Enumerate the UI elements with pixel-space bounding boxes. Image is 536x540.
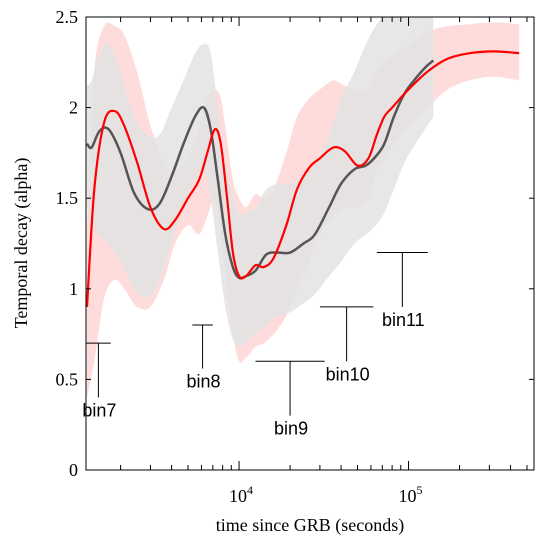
y-tick-label: 1.5 — [56, 188, 79, 208]
y-tick-label: 0.5 — [56, 369, 79, 389]
axis-ticks: 0 0.5 1 1.5 2 2.5 104 105 — [56, 7, 534, 506]
series-line-1 — [85, 50, 520, 307]
bin-label-bin9: bin9 — [274, 419, 308, 439]
y-tick-label: 0 — [69, 460, 78, 480]
x-axis-label: time since GRB (seconds) — [216, 515, 404, 536]
x-tick-label: 105 — [399, 483, 423, 506]
y-tick-label: 1 — [69, 279, 78, 299]
x-tick-label: 104 — [229, 483, 253, 506]
bin-annotations: bin7 bin8 bin9 bin10 bin11 — [82, 252, 428, 439]
y-tick-label: 2.5 — [56, 7, 79, 27]
bin-label-bin10: bin10 — [326, 364, 370, 384]
series-lines — [85, 50, 520, 307]
y-tick-label: 2 — [69, 98, 78, 118]
plot-frame — [85, 16, 535, 471]
y-axis-label: Temporal decay (alpha) — [11, 158, 32, 329]
bin-label-bin11: bin11 — [382, 310, 425, 330]
bin-label-bin8: bin8 — [187, 372, 221, 392]
confidence-band-2 — [87, 16, 434, 347]
bin-label-bin7: bin7 — [82, 401, 116, 421]
confidence-bands — [87, 16, 520, 398]
